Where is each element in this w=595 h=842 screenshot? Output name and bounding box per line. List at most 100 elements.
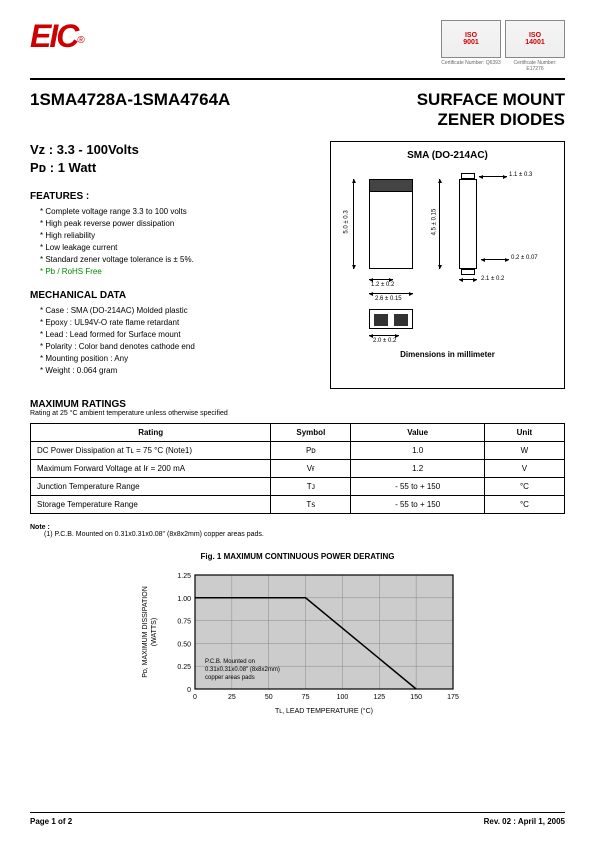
- dim-arrow-height: [353, 179, 354, 269]
- logo-text: EIC: [30, 18, 77, 54]
- table-cell: °C: [484, 478, 564, 496]
- dim-d1: 1.1 ± 0.3: [509, 172, 532, 178]
- svg-text:0.31x0.31x0.08" (8x8x2mm): 0.31x0.31x0.08" (8x8x2mm): [205, 667, 280, 673]
- chart-wrap: 00.250.500.751.001.250255075100125150175…: [30, 567, 565, 717]
- table-cell: °C: [484, 496, 564, 514]
- product-title: SURFACE MOUNT ZENER DIODES: [417, 90, 565, 131]
- mechanical-heading: MECHANICAL DATA: [30, 290, 314, 301]
- cert1-subtitle: Certificate Number: Q6393: [441, 60, 501, 72]
- derating-chart: 00.250.500.751.001.250255075100125150175…: [133, 567, 463, 717]
- specs-row: Vᴢ : 3.3 - 100Volts Pᴅ : 1 Watt FEATURES…: [30, 141, 565, 389]
- table-cell: Tᴊ: [271, 478, 351, 496]
- svg-text:25: 25: [227, 694, 235, 701]
- table-row: Junction Temperature RangeTᴊ- 55 to + 15…: [31, 478, 565, 496]
- max-ratings-sub: Rating at 25 °C ambient temperature unle…: [30, 410, 565, 417]
- table-row: Maximum Forward Voltage at Iғ = 200 mAVғ…: [31, 460, 565, 478]
- table-cell: Vғ: [271, 460, 351, 478]
- vz-pd-block: Vᴢ : 3.3 - 100Volts Pᴅ : 1 Watt: [30, 141, 314, 177]
- mechanical-item: Case : SMA (DO-214AC) Molded plastic: [40, 305, 314, 317]
- svg-text:0: 0: [187, 687, 191, 694]
- cert2-subtitle: Certificate Number: E17276: [505, 60, 565, 72]
- svg-text:0.25: 0.25: [177, 664, 191, 671]
- footer: Page 1 of 2 Rev. 02 : April 1, 2005: [30, 812, 565, 826]
- svg-text:100: 100: [336, 694, 348, 701]
- svg-text:(WATTS): (WATTS): [151, 618, 158, 646]
- table-cell: DC Power Dissipation at Tʟ = 75 °C (Note…: [31, 442, 271, 460]
- cert-badges: ISO 9001 ISO 14001 Certificate Number: Q…: [441, 20, 565, 72]
- title-row: 1SMA4728A-1SMA4764A SURFACE MOUNT ZENER …: [30, 90, 565, 131]
- ratings-table: Rating Symbol Value Unit DC Power Dissip…: [30, 423, 565, 514]
- mechanical-item: Lead : Lead formed for Surface mount: [40, 329, 314, 341]
- mechanical-item: Polarity : Color band denotes cathode en…: [40, 341, 314, 353]
- dim-arrow-d4: [369, 279, 393, 280]
- table-cell: Tꜱ: [271, 496, 351, 514]
- feature-item: Complete voltage range 3.3 to 100 volts: [40, 206, 314, 218]
- table-cell: 1.0: [351, 442, 485, 460]
- table-cell: Maximum Forward Voltage at Iғ = 200 mA: [31, 460, 271, 478]
- part-number-range: 1SMA4728A-1SMA4764A: [30, 90, 230, 131]
- svg-text:175: 175: [447, 694, 459, 701]
- dim-arrow-height2: [439, 179, 440, 269]
- cert-badge-iso14001: ISO 14001: [505, 20, 565, 58]
- dim-d3: 5.0 ± 0.3: [344, 210, 350, 233]
- features-list: Complete voltage range 3.3 to 100 volts …: [40, 206, 314, 278]
- dim-arrow-d8: [369, 335, 399, 336]
- svg-text:Tʟ, LEAD TEMPERATURE (°C): Tʟ, LEAD TEMPERATURE (°C): [275, 707, 373, 715]
- table-cell: 1.2: [351, 460, 485, 478]
- pkg-side-body: [459, 179, 477, 269]
- header-rule: [30, 78, 565, 80]
- table-cell: Junction Temperature Range: [31, 478, 271, 496]
- dim-arrow-d6: [459, 279, 477, 280]
- pkg-top-body: [369, 179, 413, 269]
- pkg-side-lead-top: [461, 173, 475, 179]
- mechanical-item: Weight : 0.064 gram: [40, 365, 314, 377]
- svg-text:75: 75: [301, 694, 309, 701]
- svg-text:Pᴅ, MAXIMUM DISSIPATION: Pᴅ, MAXIMUM DISSIPATION: [142, 586, 149, 678]
- dim-d7: 0.2 ± 0.07: [511, 255, 538, 261]
- dim-arrow-d1: [479, 176, 507, 177]
- dim-d6: 2.1 ± 0.2: [481, 276, 504, 282]
- mechanical-item: Epoxy : UL94V-O rate flame retardant: [40, 317, 314, 329]
- vz-spec: Vᴢ : 3.3 - 100Volts: [30, 141, 314, 159]
- table-cell: - 55 to + 150: [351, 496, 485, 514]
- dim-arrow-d5: [369, 293, 413, 294]
- features-heading: FEATURES :: [30, 191, 314, 202]
- feature-item-rohs: Pb / RoHS Free: [40, 266, 314, 278]
- table-row: DC Power Dissipation at Tʟ = 75 °C (Note…: [31, 442, 565, 460]
- chart-title: Fig. 1 MAXIMUM CONTINUOUS POWER DERATING: [30, 552, 565, 561]
- pkg-footprint: [369, 309, 413, 329]
- dim-arrow-d7: [481, 259, 509, 260]
- svg-text:1.25: 1.25: [177, 573, 191, 580]
- svg-text:125: 125: [373, 694, 385, 701]
- svg-text:0.50: 0.50: [177, 642, 191, 649]
- feature-item: High reliability: [40, 230, 314, 242]
- pd-spec: Pᴅ : 1 Watt: [30, 159, 314, 177]
- pkg-side-lead-bot: [461, 269, 475, 275]
- svg-text:0: 0: [193, 694, 197, 701]
- package-title: SMA (DO-214AC): [339, 150, 556, 161]
- pkg-cathode-band: [370, 180, 412, 192]
- revision: Rev. 02 : April 1, 2005: [484, 817, 565, 826]
- package-dim-label: Dimensions in millimeter: [339, 350, 556, 359]
- feature-item: Standard zener voltage tolerance is ± 5%…: [40, 254, 314, 266]
- dim-d4: 1.2 ± 0.2: [371, 282, 394, 288]
- dim-d5: 2.6 ± 0.15: [375, 296, 402, 302]
- max-ratings-heading: MAXIMUM RATINGS: [30, 399, 565, 410]
- note-heading: Note :: [30, 524, 565, 531]
- logo: EIC®: [30, 20, 85, 52]
- svg-text:150: 150: [410, 694, 422, 701]
- package-outline-box: SMA (DO-214AC) 5.0 ± 0.3 4.5 ± 0.15 1.1 …: [330, 141, 565, 389]
- note-block: Note : (1) P.C.B. Mounted on 0.31x0.31x0…: [30, 524, 565, 538]
- dim-d2: 4.5 ± 0.15: [431, 208, 437, 235]
- header: EIC® ISO 9001 ISO 14001 Certificate Numb…: [30, 20, 565, 72]
- table-row: Storage Temperature RangeTꜱ- 55 to + 150…: [31, 496, 565, 514]
- cert-badge-iso9001: ISO 9001: [441, 20, 501, 58]
- col-unit: Unit: [484, 424, 564, 442]
- svg-text:50: 50: [264, 694, 272, 701]
- col-rating: Rating: [31, 424, 271, 442]
- svg-text:0.75: 0.75: [177, 619, 191, 626]
- table-cell: W: [484, 442, 564, 460]
- mechanical-item: Mounting position : Any: [40, 353, 314, 365]
- col-value: Value: [351, 424, 485, 442]
- table-cell: Storage Temperature Range: [31, 496, 271, 514]
